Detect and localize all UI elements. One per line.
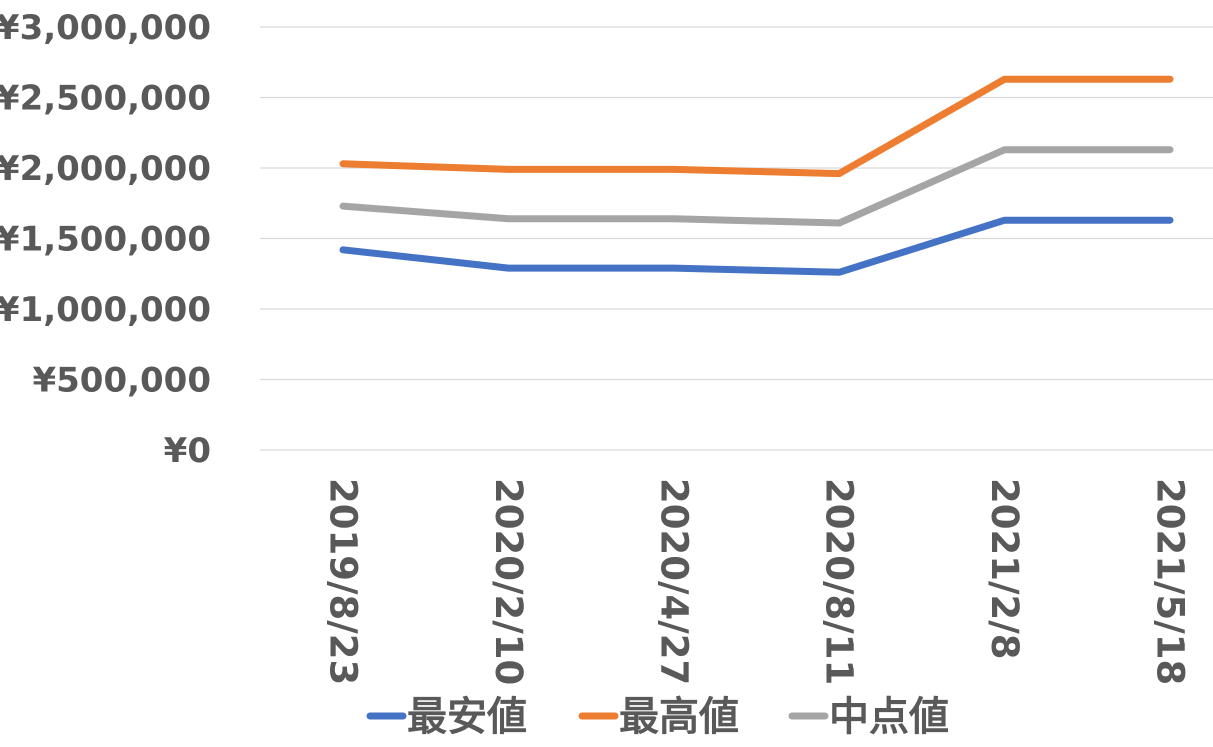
y-tick-label: ¥0 — [164, 431, 211, 471]
x-tick-label: 2021/5/18 — [1149, 478, 1192, 685]
y-tick-label: ¥2,000,000 — [0, 149, 211, 189]
x-tick-label: 2020/8/11 — [818, 478, 861, 685]
legend-label: 中点値 — [829, 694, 949, 740]
x-tick-label: 2019/8/23 — [322, 478, 365, 685]
y-axis-tick-labels: ¥0 ¥500,000 ¥1,000,000 ¥1,500,000 ¥2,000,000… — [0, 8, 211, 471]
gridlines — [260, 26, 1213, 451]
y-tick-label: ¥1,500,000 — [0, 220, 211, 260]
y-tick-label: ¥3,000,000 — [0, 8, 211, 48]
y-tick-label: ¥1,000,000 — [0, 290, 211, 330]
x-tick-label: 2020/4/27 — [652, 478, 695, 685]
x-axis-tick-labels: 2019/8/23 2020/2/10 2020/4/27 2020/8/11 2021… — [322, 478, 1192, 685]
x-tick-label: 2021/2/8 — [983, 478, 1026, 660]
series-lines — [339, 75, 1174, 276]
series-line — [339, 146, 1174, 227]
y-tick-label: ¥2,500,000 — [0, 79, 211, 119]
y-tick-label: ¥500,000 — [32, 361, 211, 401]
legend-label: 最安値 — [407, 694, 527, 740]
legend: 最安値 最高値 中点値 — [366, 694, 949, 740]
series-line — [339, 216, 1174, 276]
legend-label: 最高値 — [619, 694, 739, 740]
x-tick-label: 2020/2/10 — [487, 478, 530, 685]
series-line — [339, 75, 1174, 178]
